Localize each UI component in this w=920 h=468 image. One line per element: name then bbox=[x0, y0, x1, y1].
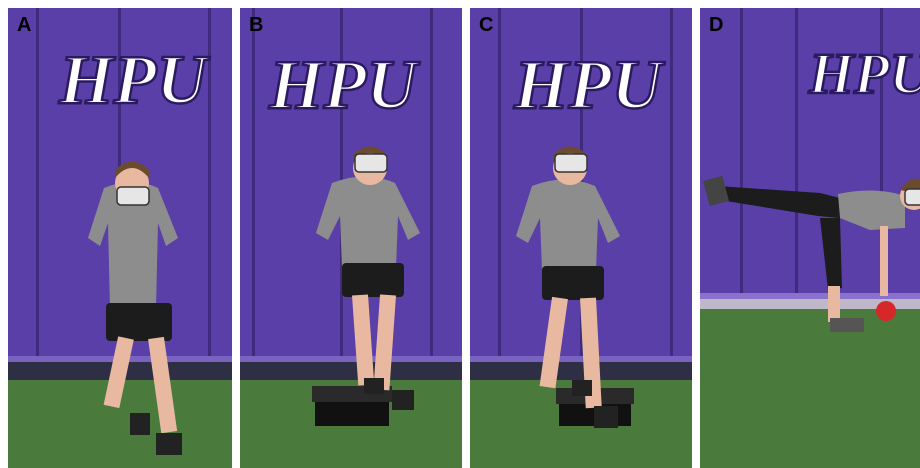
panel-b-label: B bbox=[249, 14, 264, 36]
panel-d-label: D bbox=[709, 14, 724, 36]
panel-d: HPU D bbox=[700, 8, 920, 468]
panel-a-photo: HPU bbox=[8, 8, 232, 468]
panel-c-logo: HPU bbox=[513, 47, 665, 124]
panel-a-face-mask bbox=[116, 186, 150, 206]
panel-b-face-mask bbox=[354, 153, 388, 173]
panel-d-photo: HPU bbox=[700, 8, 920, 468]
panel-b: HPU B bbox=[240, 8, 462, 468]
panel-d-face-mask bbox=[904, 188, 920, 206]
panel-a-logo: HPU bbox=[58, 42, 210, 119]
panel-c: HPU C bbox=[470, 8, 692, 468]
panel-d-logo: HPU bbox=[808, 41, 920, 106]
panel-a-label: A bbox=[17, 14, 32, 36]
panel-d-kettlebell bbox=[876, 301, 896, 321]
panel-a: HPU A bbox=[8, 8, 232, 468]
panel-c-photo: HPU bbox=[470, 8, 692, 468]
panel-c-label: C bbox=[479, 14, 494, 36]
panel-c-face-mask bbox=[554, 153, 588, 173]
panel-b-photo: HPU bbox=[240, 8, 462, 468]
panel-b-logo: HPU bbox=[268, 47, 420, 124]
